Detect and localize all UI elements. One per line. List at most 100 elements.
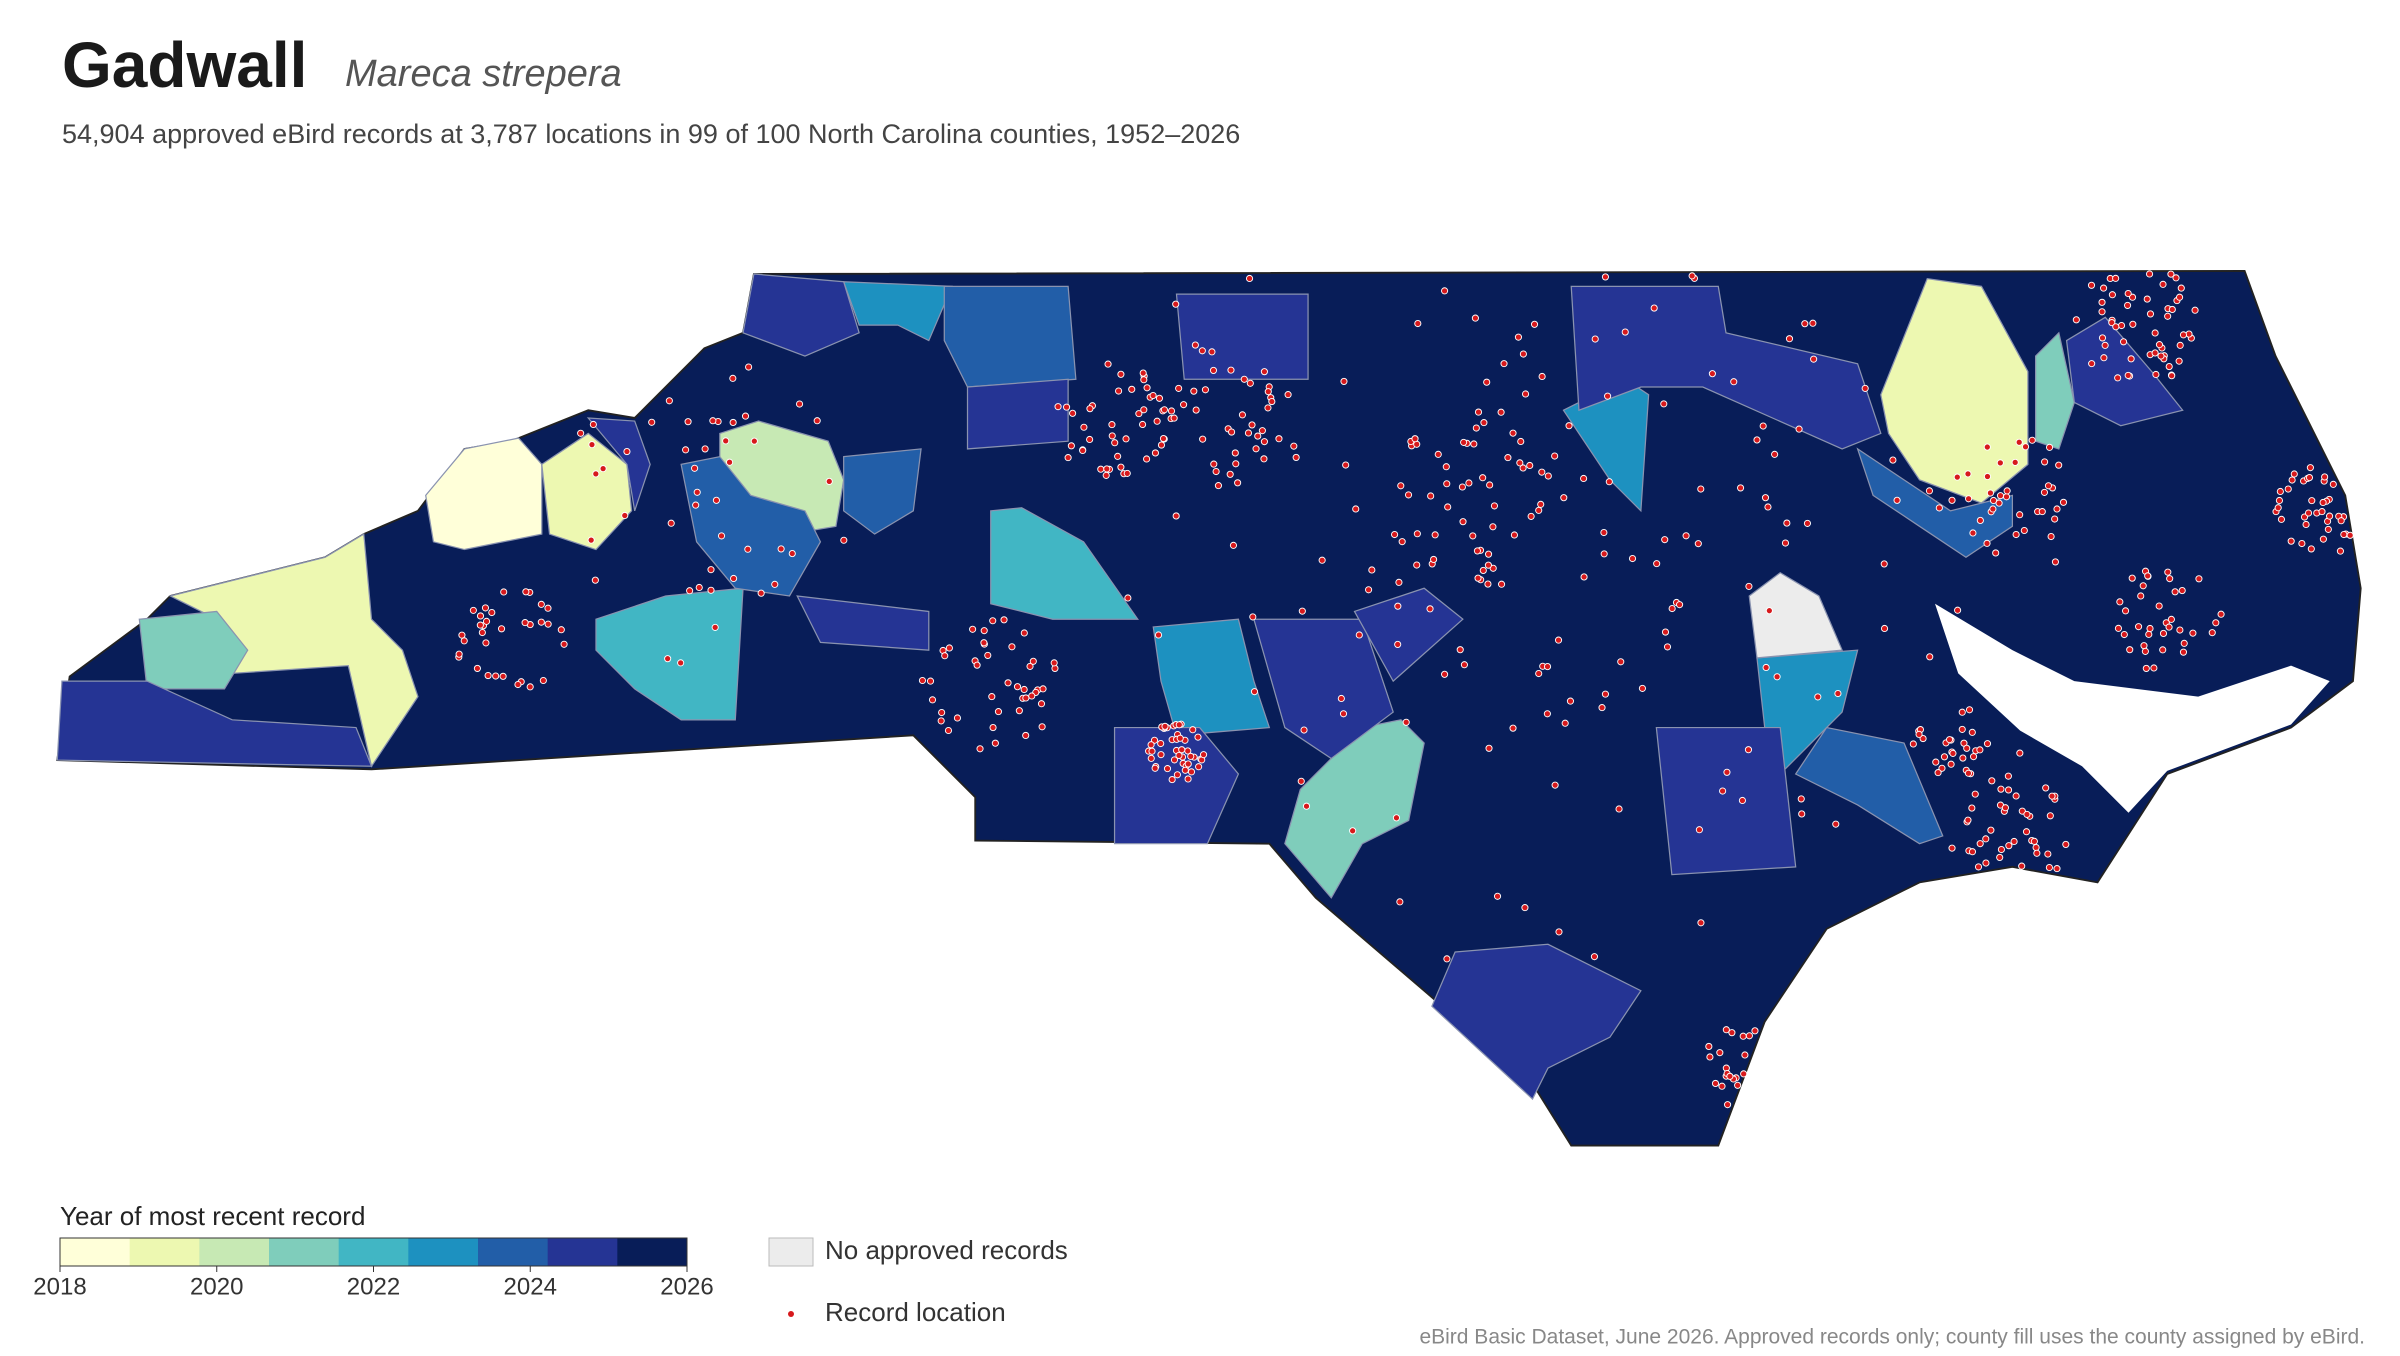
record-dot xyxy=(1170,414,1178,422)
record-dot xyxy=(1719,787,1727,795)
record-dot xyxy=(1517,437,1525,446)
record-dot xyxy=(1751,1027,1759,1035)
record-dot xyxy=(928,696,937,704)
record-dot xyxy=(588,441,596,449)
record-dot xyxy=(2011,458,2019,466)
record-dot xyxy=(1426,605,1434,613)
no-data-label: No approved records xyxy=(825,1235,1068,1265)
record-dot xyxy=(2124,371,2132,379)
record-dot xyxy=(840,536,848,544)
record-dot xyxy=(1195,763,1203,771)
record-dot xyxy=(665,397,673,405)
record-dot xyxy=(1391,530,1399,539)
colorbar-bin xyxy=(617,1238,688,1266)
record-dot xyxy=(1781,539,1790,547)
record-dot xyxy=(2128,574,2136,582)
record-dot xyxy=(1029,657,1037,665)
record-dot xyxy=(1771,450,1779,458)
record-dot xyxy=(1519,464,1527,472)
record-dot xyxy=(1726,1072,1734,1080)
county xyxy=(843,448,922,535)
record-dot xyxy=(1926,653,1934,661)
record-dot xyxy=(1063,403,1071,411)
record-dot xyxy=(1969,529,1977,537)
record-dot xyxy=(1479,474,1487,482)
record-dot xyxy=(1352,505,1360,513)
record-dot xyxy=(1411,435,1419,443)
record-dot xyxy=(2120,630,2128,639)
record-dot xyxy=(1971,790,1979,798)
record-dot xyxy=(1079,446,1087,455)
record-dot xyxy=(1932,758,1940,766)
record-dot xyxy=(2165,623,2173,631)
record-dot xyxy=(1615,805,1623,813)
county xyxy=(796,595,930,651)
record-dot xyxy=(711,623,719,631)
record-dot xyxy=(2023,810,2031,818)
record-dot xyxy=(726,458,734,466)
record-dot xyxy=(1157,739,1165,748)
record-dot xyxy=(695,583,703,592)
record-dot xyxy=(1554,636,1563,644)
record-dot xyxy=(1544,472,1552,480)
county xyxy=(842,281,953,342)
record-dot xyxy=(1208,348,1216,356)
county xyxy=(595,587,744,721)
record-dot xyxy=(623,447,631,456)
record-dot xyxy=(1187,752,1195,760)
record-dot xyxy=(1444,503,1452,511)
county xyxy=(425,437,543,551)
record-dot xyxy=(980,639,988,647)
record-dot xyxy=(1797,795,1805,803)
record-dot xyxy=(667,519,675,527)
record-dot xyxy=(1108,421,1116,429)
county xyxy=(2065,316,2184,427)
record-dot xyxy=(1706,1053,1714,1061)
record-dot xyxy=(1965,706,1974,714)
record-dot xyxy=(2048,792,2056,800)
record-dot xyxy=(1147,741,1155,749)
record-dot xyxy=(1139,420,1147,429)
record-dot xyxy=(1521,390,1530,398)
record-dot xyxy=(984,651,992,659)
record-dot xyxy=(2030,837,2038,845)
record-dot xyxy=(2168,305,2176,314)
record-dot xyxy=(557,626,565,634)
record-dot xyxy=(1460,661,1468,669)
record-dot xyxy=(1189,726,1197,734)
record-dot xyxy=(1773,673,1781,681)
record-dot xyxy=(1638,684,1646,692)
record-dot xyxy=(1695,826,1703,834)
record-dot xyxy=(691,464,699,472)
record-dot xyxy=(469,606,477,614)
record-dot xyxy=(1039,685,1047,693)
record-dot xyxy=(1167,407,1176,415)
county xyxy=(943,285,1077,388)
record-dot xyxy=(2004,786,2013,794)
record-dot xyxy=(1880,560,1888,568)
record-dot xyxy=(2112,323,2120,331)
record-dot xyxy=(592,470,600,478)
record-dot xyxy=(1734,1081,1742,1089)
record-dot xyxy=(2021,443,2030,451)
record-dot xyxy=(1992,549,2000,557)
record-dot xyxy=(1184,760,1192,768)
record-dot xyxy=(2287,537,2295,545)
record-dot xyxy=(2150,664,2158,672)
record-dot xyxy=(1682,532,1690,540)
record-dot xyxy=(473,664,481,672)
record-dot xyxy=(1509,429,1517,437)
record-dot xyxy=(1996,459,2004,467)
record-dot xyxy=(2179,331,2188,339)
record-dot xyxy=(1153,417,1161,425)
record-dot xyxy=(1983,443,1991,451)
record-dot xyxy=(1798,810,1806,818)
record-dot xyxy=(1284,391,1292,399)
record-dot xyxy=(1653,560,1661,568)
record-dot xyxy=(1086,405,1094,413)
record-dot xyxy=(2152,370,2160,379)
record-dot xyxy=(2001,804,2009,812)
sound-water xyxy=(1935,603,2330,813)
county xyxy=(680,455,822,597)
record-dot xyxy=(2121,607,2130,615)
